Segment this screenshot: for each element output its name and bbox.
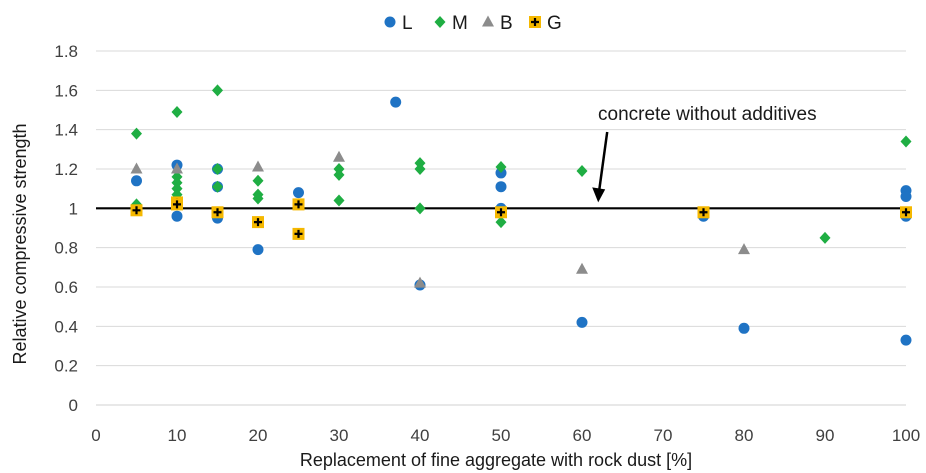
point-m bbox=[171, 105, 183, 118]
point-g-cross bbox=[173, 200, 181, 209]
x-tick-label: 20 bbox=[249, 426, 268, 445]
point-g-cross bbox=[699, 208, 708, 217]
point-g bbox=[900, 206, 912, 219]
point-g-cross bbox=[902, 208, 910, 217]
legend-marker-g-cross bbox=[531, 18, 539, 26]
legend-label-l: L bbox=[402, 13, 413, 34]
y-tick-label: 1.6 bbox=[54, 81, 78, 100]
x-tick-label: 0 bbox=[91, 426, 100, 445]
point-g bbox=[171, 198, 183, 211]
series-m bbox=[131, 84, 912, 244]
annotation-text: concrete without additives bbox=[598, 104, 817, 125]
point-l bbox=[900, 334, 912, 346]
point-g bbox=[292, 227, 305, 240]
annotation-group: concrete without additives bbox=[592, 104, 817, 203]
point-m bbox=[819, 231, 831, 244]
point-m bbox=[212, 180, 223, 193]
x-tick-label: 60 bbox=[573, 426, 592, 445]
point-b bbox=[171, 162, 183, 174]
point-m bbox=[414, 163, 426, 175]
point-m bbox=[900, 135, 912, 148]
point-g bbox=[697, 206, 710, 219]
point-g bbox=[252, 216, 264, 229]
point-g bbox=[211, 206, 224, 219]
point-b bbox=[738, 243, 750, 255]
point-l bbox=[252, 244, 264, 256]
legend-marker-b bbox=[482, 15, 494, 27]
legend-label-b: B bbox=[500, 13, 513, 34]
annotation-arrow bbox=[597, 131, 609, 191]
y-tick-label: 1.2 bbox=[54, 160, 78, 179]
point-b bbox=[576, 262, 588, 274]
axes: 0 0.2 0.4 0.6 0.8 1 1.2 1.4 1.6 1.8 0 10 20 30 40 50 60 7… bbox=[54, 42, 920, 445]
point-l bbox=[293, 187, 304, 199]
point-m bbox=[414, 202, 426, 215]
y-tick-label: 1.4 bbox=[54, 121, 78, 140]
x-tick-label: 100 bbox=[892, 426, 920, 445]
x-tick-label: 90 bbox=[816, 426, 835, 445]
point-b bbox=[252, 160, 264, 172]
series-l bbox=[131, 96, 912, 346]
x-tick-label: 30 bbox=[330, 426, 349, 445]
y-tick-label: 0.4 bbox=[54, 317, 78, 336]
y-tick-label: 0.2 bbox=[54, 357, 78, 376]
point-l bbox=[131, 175, 142, 187]
point-m bbox=[212, 84, 223, 97]
annotation-arrow-head bbox=[592, 187, 606, 203]
point-g-cross bbox=[254, 218, 262, 227]
point-m bbox=[495, 216, 507, 229]
point-l bbox=[900, 191, 912, 203]
legend-marker-g bbox=[529, 16, 541, 28]
point-g-cross bbox=[294, 200, 303, 209]
point-g-cross bbox=[132, 206, 141, 215]
legend-marker-m bbox=[434, 16, 446, 28]
point-l bbox=[171, 210, 183, 222]
point-b bbox=[333, 150, 345, 162]
point-m bbox=[131, 127, 142, 140]
point-m bbox=[333, 168, 345, 181]
point-g-cross bbox=[294, 229, 303, 238]
x-tick-label: 50 bbox=[492, 426, 511, 445]
point-l bbox=[495, 181, 507, 193]
y-tick-label: 0 bbox=[69, 396, 78, 415]
series-b bbox=[130, 150, 750, 288]
x-tick-label: 10 bbox=[168, 426, 187, 445]
y-tick-label: 0.6 bbox=[54, 278, 78, 297]
point-l bbox=[738, 322, 750, 334]
point-m bbox=[252, 192, 264, 205]
y-tick-label: 1.8 bbox=[54, 42, 78, 61]
point-m bbox=[252, 174, 264, 187]
point-m bbox=[212, 163, 223, 175]
point-g-cross bbox=[213, 208, 222, 217]
x-axis-title: Replacement of fine aggregate with rock … bbox=[300, 450, 692, 470]
point-g-cross bbox=[497, 208, 505, 217]
point-b bbox=[130, 162, 143, 174]
point-l bbox=[576, 316, 588, 328]
y-tick-label: 0.8 bbox=[54, 239, 78, 258]
x-tick-label: 80 bbox=[735, 426, 754, 445]
point-g bbox=[130, 204, 143, 217]
point-g bbox=[495, 206, 507, 219]
y-tick-label: 1 bbox=[69, 199, 78, 218]
legend-label-g: G bbox=[547, 13, 562, 34]
data-points bbox=[130, 84, 912, 346]
y-axis-title: Relative compressive strength bbox=[10, 123, 30, 364]
point-b bbox=[414, 276, 426, 288]
legend-marker-l bbox=[384, 16, 396, 28]
point-m bbox=[495, 161, 507, 174]
point-m bbox=[333, 194, 345, 207]
series-g bbox=[130, 196, 912, 240]
legend-label-m: M bbox=[452, 13, 468, 34]
point-g bbox=[292, 198, 305, 211]
point-l bbox=[390, 96, 402, 108]
x-tick-label: 40 bbox=[411, 426, 430, 445]
point-m bbox=[576, 164, 588, 177]
x-tick-label: 70 bbox=[654, 426, 673, 445]
